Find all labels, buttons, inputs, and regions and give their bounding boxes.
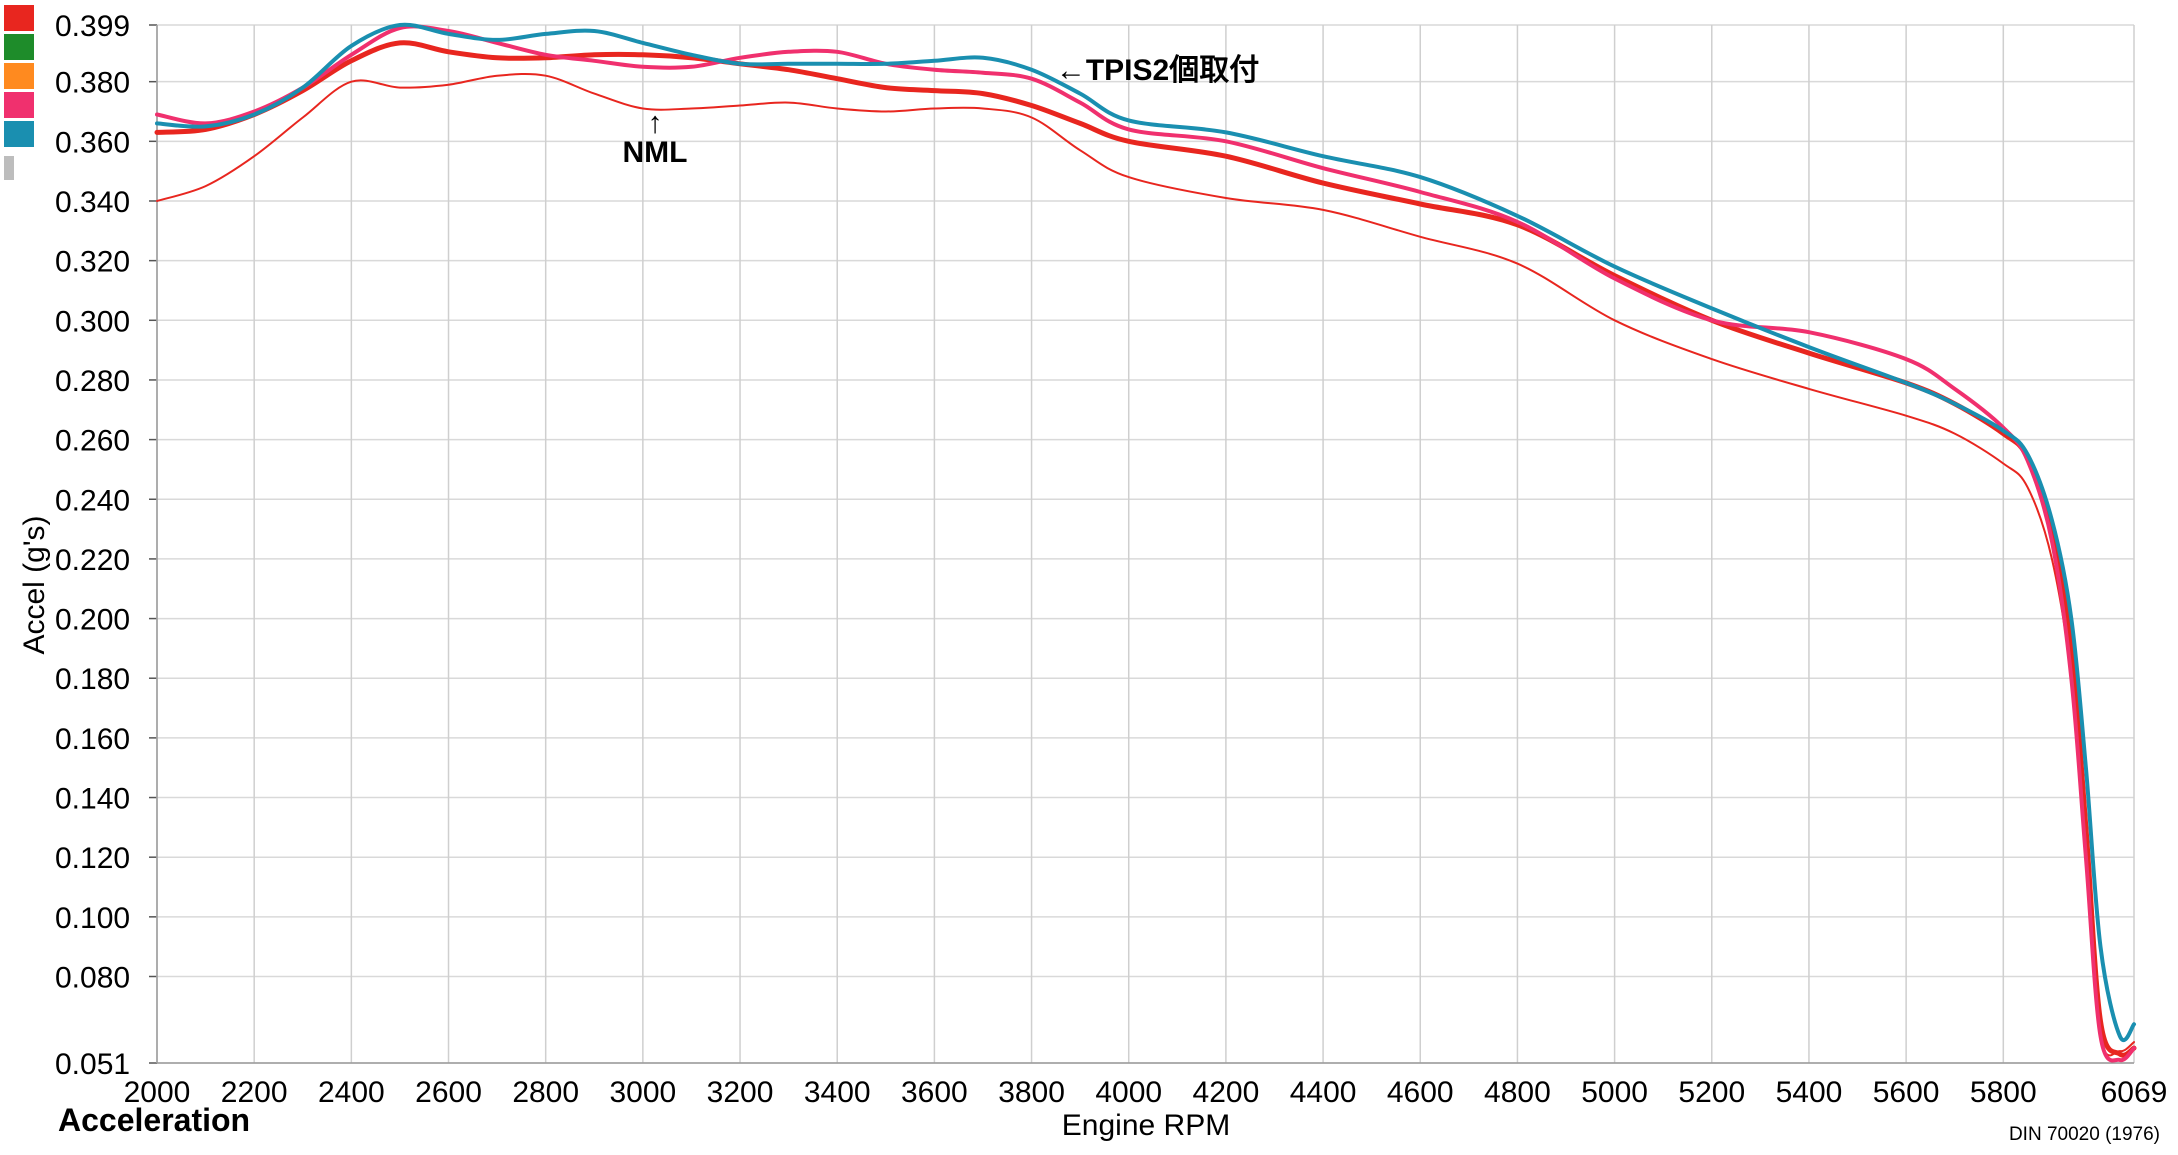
y-tick-label: 0.100 xyxy=(55,902,130,935)
y-tick-label: 0.180 xyxy=(55,663,130,696)
y-tick-label: 0.360 xyxy=(55,126,130,159)
y-tick-label: 0.200 xyxy=(55,604,130,637)
x-tick-label: 3200 xyxy=(707,1076,774,1109)
annotations: ←TPIS2個取付 ↑NML xyxy=(623,54,1260,169)
x-tick-label: 5200 xyxy=(1678,1076,1745,1109)
y-tick-label: 0.399 xyxy=(55,10,130,43)
series-lines xyxy=(154,22,2137,1063)
y-tick-label: 0.120 xyxy=(55,842,130,875)
x-tick-label: 4400 xyxy=(1290,1076,1357,1109)
x-tick-label: 4600 xyxy=(1387,1076,1454,1109)
legend-swatch xyxy=(4,63,34,89)
x-tick-label: 4800 xyxy=(1484,1076,1551,1109)
legend-scroll-marker xyxy=(4,156,14,180)
x-tick-label: 2400 xyxy=(318,1076,385,1109)
annotation-label: ↑ xyxy=(648,106,663,139)
x-axis-title: Engine RPM xyxy=(1062,1109,1230,1142)
x-tick-label: 4200 xyxy=(1193,1076,1260,1109)
x-tick-label: 5600 xyxy=(1873,1076,1940,1109)
y-tick-label: 0.280 xyxy=(55,365,130,398)
y-tick-label: 0.240 xyxy=(55,484,130,517)
x-tick-label: 2800 xyxy=(512,1076,579,1109)
y-axis-title: Accel (g's) xyxy=(18,515,51,654)
x-tick-label: 5400 xyxy=(1776,1076,1843,1109)
din-footnote: DIN 70020 (1976) xyxy=(2009,1124,2160,1145)
x-tick-label: 3000 xyxy=(609,1076,676,1109)
series-line-1 xyxy=(156,72,2135,1057)
x-tick-label: 4000 xyxy=(1095,1076,1162,1109)
grid-layer xyxy=(149,24,2135,1064)
x-tick-label: 5800 xyxy=(1970,1076,2037,1109)
y-tick-label: 0.140 xyxy=(55,783,130,816)
x-tick-label: 3600 xyxy=(901,1076,968,1109)
y-tick-label: 0.220 xyxy=(55,544,130,577)
x-tick-label: 5000 xyxy=(1581,1076,1648,1109)
x-tick-label: 2200 xyxy=(221,1076,288,1109)
x-tick-labels: 2000 2200 2400 2600 2800 3000 3200 3400 3600 3800… xyxy=(124,1076,2168,1109)
y-tick-label: 0.080 xyxy=(55,962,130,995)
annotation-label: ←TPIS2個取付 xyxy=(1056,54,1259,87)
panel-title: Acceleration xyxy=(58,1102,250,1138)
x-tick-label: 2600 xyxy=(415,1076,482,1109)
y-tick-label: 0.051 xyxy=(55,1048,130,1081)
x-tick-label: 2000 xyxy=(124,1076,191,1109)
legend-swatch xyxy=(4,5,34,31)
legend-swatch xyxy=(4,34,34,60)
legend-swatches xyxy=(4,5,34,180)
series-line-3 xyxy=(155,24,2136,1063)
y-tick-label: 0.340 xyxy=(55,186,130,219)
series-line-2 xyxy=(154,40,2137,1058)
y-tick-label: 0.160 xyxy=(55,723,130,756)
series-line-4 xyxy=(155,22,2136,1043)
y-tick-label: 0.260 xyxy=(55,425,130,458)
y-tick-label: 0.300 xyxy=(55,305,130,338)
legend-swatch xyxy=(4,92,34,118)
x-tick-label: 3800 xyxy=(998,1076,1065,1109)
y-tick-label: 0.380 xyxy=(55,67,130,100)
x-tick-label: 3400 xyxy=(804,1076,871,1109)
annotation-label: NML xyxy=(623,136,688,169)
x-tick-label: 6069 xyxy=(2101,1076,2168,1109)
y-tick-label: 0.320 xyxy=(55,246,130,279)
y-tick-labels: 0.399 0.380 0.360 0.340 0.320 0.300 0.280 0.260… xyxy=(55,10,130,1081)
legend-swatch xyxy=(4,121,34,147)
